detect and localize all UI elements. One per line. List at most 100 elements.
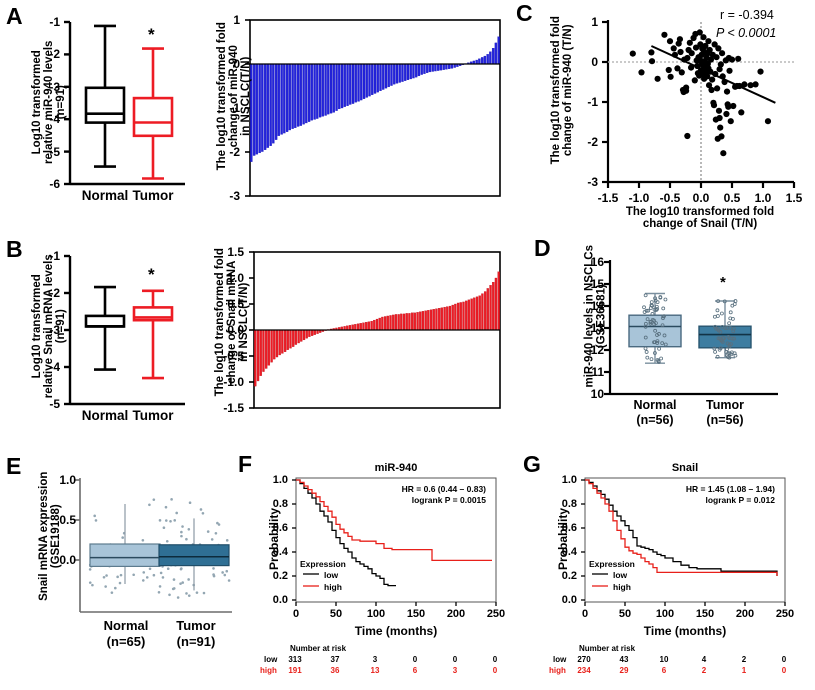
panel-g-risk-low-1: 43 (619, 655, 629, 664)
panel-b-box-ytick-3: -4 (49, 360, 60, 374)
panel-c-svg (602, 20, 796, 188)
panel-f-risk-low-3: 0 (412, 655, 418, 664)
panel-f-risk-high-4: 3 (452, 666, 458, 675)
panel-f-xtick-2: 100 (366, 608, 386, 620)
panel-g-xtick-0: 0 (581, 608, 589, 620)
panel-b-box-ytick-4: -5 (49, 397, 60, 411)
panel-e-count-normal: (n=65) (106, 634, 146, 649)
panel-b-wf-ytick-3: 0.0 (227, 323, 244, 337)
panel-g-xtitle: Time (months) (643, 624, 727, 638)
panel-f-xtick-5: 250 (486, 608, 506, 620)
panel-g-risk-high-2: 6 (661, 666, 667, 675)
panel-d-boxplot: miR-940 levels in NSCLCs (GSE36681) (550, 244, 800, 439)
panel-a-box-ytick-0: -1 (49, 15, 60, 29)
panel-c-scatter: r = -0.394 P < 0.0001 The log10 transfor… (520, 4, 815, 230)
panel-g-xtick-4: 200 (735, 608, 755, 620)
panel-c-ytick-2: -1 (587, 95, 598, 109)
panel-f-xtick-0: 0 (292, 608, 300, 620)
panel-c-ytick-0: 1 (591, 15, 598, 29)
panel-d-count-tumor: (n=56) (706, 413, 744, 427)
panel-e-ytick-2: 0.0 (59, 553, 76, 567)
panel-g-ytick-2: 0.6 (561, 522, 577, 534)
panel-f-ytick-4: 0.2 (272, 570, 288, 582)
panel-c-xtick-3: 0.0 (692, 191, 710, 205)
panel-d-ytick-0: 16 (590, 255, 604, 269)
panel-g-risk-low-4: 2 (741, 655, 747, 664)
panel-f-risk-low-label: low (264, 655, 278, 664)
panel-f-risk-high-3: 6 (412, 666, 418, 675)
panel-d-ytick-6: 10 (590, 387, 604, 401)
panel-d-category-normal: Normal (633, 398, 677, 412)
panel-f-ytick-2: 0.6 (272, 522, 288, 534)
panel-c-xtitle-line1: The log10 transformed fold (625, 206, 775, 218)
panel-b-box-svg (64, 254, 185, 406)
panel-e-count-tumor: (n=91) (176, 634, 216, 649)
panel-f-ytick-5: 0.0 (272, 594, 288, 606)
panel-f-xtick-4: 200 (446, 608, 466, 620)
panel-e-ytick-1: 0.5 (59, 513, 76, 527)
panel-g-risk-high-4: 1 (741, 666, 747, 675)
panel-g-risk-low-2: 10 (659, 655, 669, 664)
panel-e-category-tumor: Tumor (176, 618, 216, 633)
panel-f-risk-low-4: 0 (452, 655, 458, 664)
panel-d-ytick-4: 12 (590, 343, 604, 357)
panel-g-ytick-1: 0.8 (561, 498, 577, 510)
panel-label-c: C (516, 0, 533, 26)
panel-g-risk-low-0: 270 (577, 655, 591, 664)
panel-a-box-ytick-5: -6 (49, 177, 60, 191)
panel-a-wf-ytitle-line3: in NSCLC(T/N) (239, 56, 252, 136)
panel-f-risk-low-5: 0 (492, 655, 498, 664)
panel-f-risk-low-1: 37 (330, 655, 340, 664)
panel-b-box-ytick-2: -3 (49, 323, 60, 337)
panel-a-wf-ytick-2: -1 (229, 101, 240, 115)
panel-c-ytitle-line2: change of miR-940 (T/N) (561, 24, 574, 157)
panel-d-significance-star: * (720, 274, 726, 291)
panel-c-ytick-4: -3 (587, 175, 598, 189)
panel-c-xtitle-line2: change of Snail (T/N) (642, 218, 758, 230)
panel-f-legend-title: Expression (300, 559, 346, 569)
panel-f-ytick-1: 0.8 (272, 498, 288, 510)
panel-a-box-ytick-1: -2 (49, 47, 60, 61)
panel-f-risk-header: Number at risk (290, 644, 347, 653)
panel-f-risk-low-2: 3 (372, 655, 378, 664)
panel-e-svg (75, 478, 232, 613)
panel-g-ytick-5: 0.0 (561, 594, 577, 606)
panel-a-category-normal: Normal (81, 188, 129, 203)
panel-a-category-tumor: Tumor (132, 188, 174, 203)
panel-a-wf-svg (245, 19, 501, 197)
panel-g-xtick-1: 50 (618, 608, 632, 620)
panel-d-category-tumor: Tumor (706, 398, 744, 412)
panel-g-title: Snail (671, 462, 699, 474)
panel-g-risk-high-3: 2 (701, 666, 707, 675)
panel-f-km: miR-940 HR = 0.6 (0.44 – 0.83) logrank P… (256, 460, 516, 690)
panel-c-ytick-1: 0 (591, 55, 598, 69)
panel-c-ytitle-line1: The log10 transformed fold (549, 16, 562, 165)
panel-f-legend-high: high (324, 582, 342, 592)
panel-b-box-ytick-0: -1 (49, 249, 60, 263)
panel-b-wf-ytick-5: -1.0 (223, 375, 244, 389)
panel-a-wf-ytick-0: 1 (233, 13, 240, 27)
panel-e-boxplot: Snail mRNA expression (GSE19188) 1.0 0.5… (14, 468, 244, 668)
panel-c-xtick-1: -1.0 (628, 191, 650, 205)
panel-f-ytick-3: 0.4 (272, 546, 288, 558)
panel-c-xtick-2: -0.5 (659, 191, 681, 205)
panel-f-risk-high-1: 36 (330, 666, 340, 675)
panel-f-risk-low-0: 313 (288, 655, 302, 664)
panel-f-xtitle: Time (months) (354, 624, 438, 638)
panel-g-risk-low-5: 0 (781, 655, 787, 664)
panel-g-legend-high: high (613, 582, 631, 592)
panel-f-logrank: logrank P = 0.0015 (411, 495, 486, 505)
panel-g-xtick-5: 250 (775, 608, 795, 620)
panel-label-f: F (238, 451, 253, 477)
panel-g-risk-high-label: high (549, 666, 566, 675)
panel-f-risk-high-0: 191 (288, 666, 302, 675)
panel-d-count-normal: (n=56) (636, 413, 674, 427)
panel-g-risk-low-label: low (553, 655, 567, 664)
panel-a-boxplot: Log10 transformed relative miR-940 level… (20, 12, 200, 217)
panel-g-hr: HR = 1.45 (1.08 – 1.94) (685, 484, 775, 494)
panel-a-box-ytick-2: -3 (49, 80, 60, 94)
panel-e-ytick-0: 1.0 (59, 473, 76, 487)
panel-g-risk-header: Number at risk (579, 644, 636, 653)
panel-b-wf-svg (249, 251, 501, 409)
panel-d-ytick-3: 13 (590, 321, 604, 335)
